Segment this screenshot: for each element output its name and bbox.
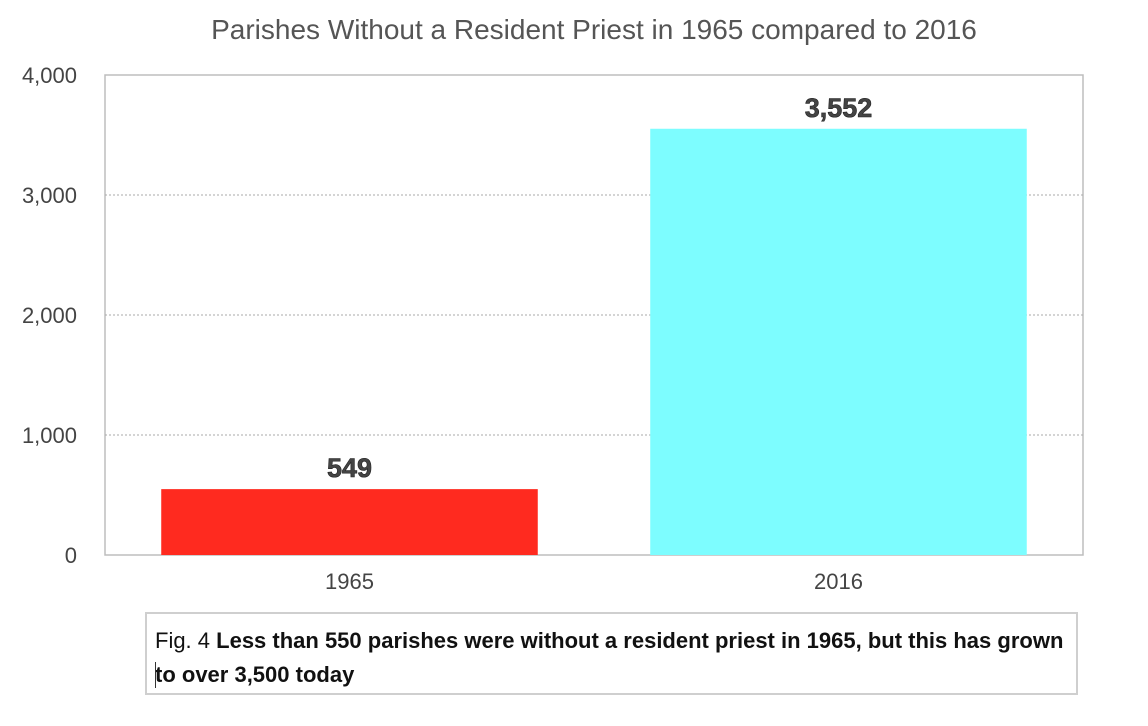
data-labels: 549 3,552: [327, 92, 873, 483]
y-tick-label: 1,000: [22, 423, 77, 448]
bars: [161, 128, 1027, 555]
caption-text: Less than 550 parishes were without a re…: [155, 628, 1064, 687]
data-label: 3,552: [805, 93, 873, 123]
x-category-label: 2016: [814, 569, 863, 594]
x-axis-categories: 1965 2016: [325, 569, 863, 594]
bar-2016: [650, 128, 1027, 555]
gridlines: [105, 194, 1083, 436]
figure-caption: Fig. 4 Less than 550 parishes were witho…: [145, 612, 1078, 695]
y-tick-label: 4,000: [22, 63, 77, 88]
y-tick-label: 2,000: [22, 303, 77, 328]
y-tick-label: 3,000: [22, 183, 77, 208]
chart-title: Parishes Without a Resident Priest in 19…: [211, 14, 977, 45]
caption-prefix: Fig. 4: [155, 628, 217, 653]
bar-chart: Parishes Without a Resident Priest in 19…: [22, 14, 1084, 594]
x-category-label: 1965: [325, 569, 374, 594]
text-cursor: [155, 662, 156, 688]
bar-1965: [161, 489, 538, 555]
data-label: 549: [327, 453, 372, 483]
y-tick-label: 0: [65, 543, 77, 568]
y-axis-ticks: 0 1,000 2,000 3,000 4,000: [22, 63, 77, 568]
